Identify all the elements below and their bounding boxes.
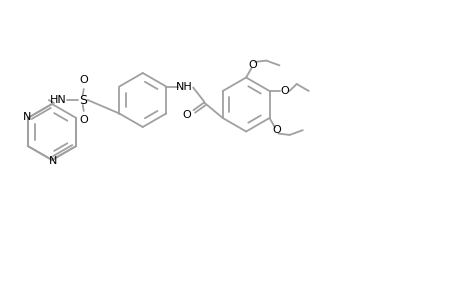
Text: O: O — [79, 75, 88, 85]
Text: O: O — [248, 60, 257, 70]
Text: NH: NH — [175, 82, 192, 92]
Text: O: O — [272, 125, 280, 135]
Text: HN: HN — [49, 95, 66, 105]
Text: S: S — [78, 94, 87, 106]
Text: N: N — [49, 156, 57, 166]
Text: O: O — [182, 110, 191, 119]
Text: N: N — [22, 112, 31, 122]
Text: O: O — [280, 86, 288, 96]
Text: O: O — [79, 115, 88, 125]
